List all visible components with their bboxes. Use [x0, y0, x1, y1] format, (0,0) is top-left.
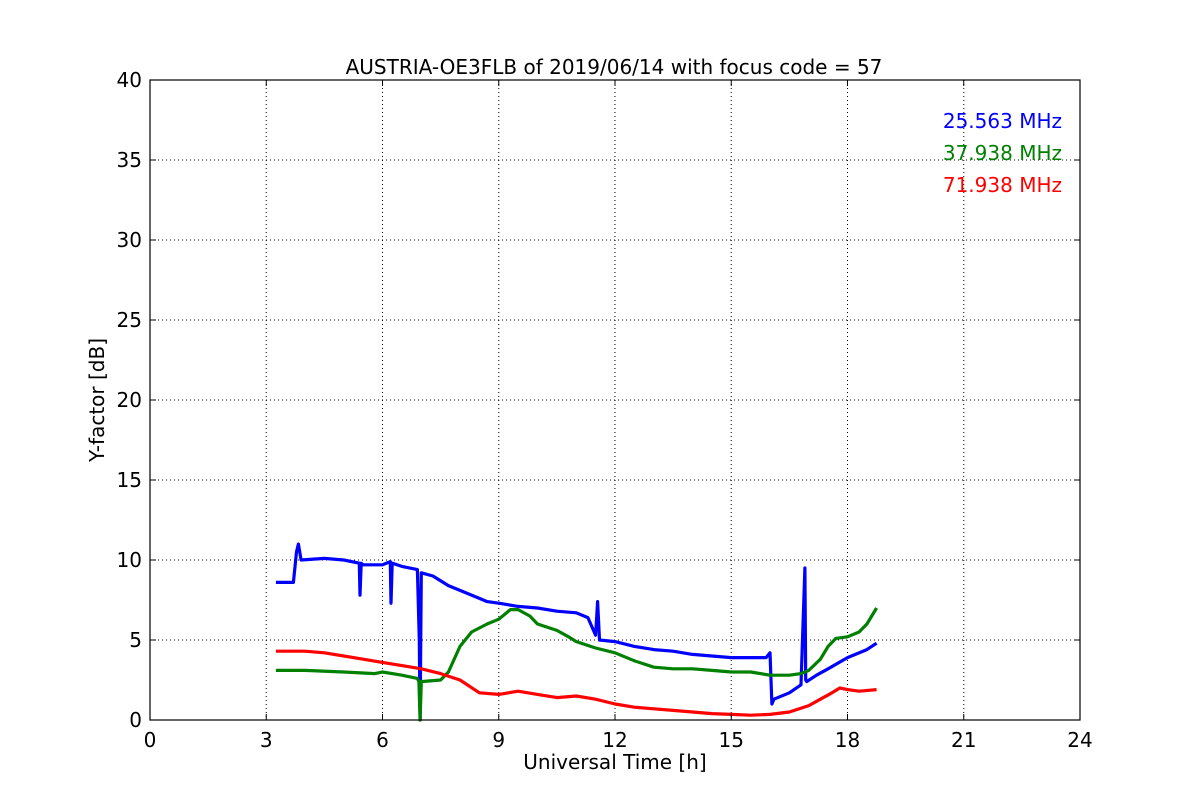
- series-line-1: [275, 542, 878, 722]
- series-line-3: [275, 649, 877, 717]
- x-tick-label: 15: [719, 728, 744, 752]
- legend-entry-2: 37.938 MHz: [943, 141, 1062, 165]
- grid-layer: [150, 80, 1080, 720]
- y-tick-label: 30: [117, 228, 142, 252]
- chart-title: AUSTRIA-OE3FLB of 2019/06/14 with focus …: [346, 55, 883, 79]
- tick-layer: 0 3 6 9 12 15 18 21 24 0 5 10 15 20 25 30 35 40: [117, 68, 1093, 752]
- legend: 25.563 MHz 37.938 MHz 71.938 MHz: [943, 109, 1062, 197]
- legend-entry-3: 71.938 MHz: [943, 173, 1062, 197]
- y-tick-label: 25: [117, 308, 142, 332]
- x-tick-label: 21: [951, 728, 976, 752]
- series-layer: [275, 542, 878, 722]
- legend-entry-1: 25.563 MHz: [943, 109, 1062, 133]
- y-tick-label: 5: [129, 628, 142, 652]
- x-tick-label: 24: [1067, 728, 1092, 752]
- x-tick-label: 0: [144, 728, 157, 752]
- y-tick-label: 20: [117, 388, 142, 412]
- y-axis-title: Y-factor [dB]: [85, 338, 109, 463]
- x-axis-title: Universal Time [h]: [523, 750, 706, 774]
- y-tick-label: 35: [117, 148, 142, 172]
- y-tick-label: 15: [117, 468, 142, 492]
- x-tick-label: 3: [260, 728, 273, 752]
- y-tick-label: 0: [129, 708, 142, 732]
- y-tick-label: 40: [117, 68, 142, 92]
- x-tick-label: 9: [492, 728, 505, 752]
- x-tick-label: 6: [376, 728, 389, 752]
- y-tick-label: 10: [117, 548, 142, 572]
- x-tick-label: 18: [835, 728, 860, 752]
- x-tick-label: 12: [602, 728, 627, 752]
- series-line-2: [275, 607, 878, 722]
